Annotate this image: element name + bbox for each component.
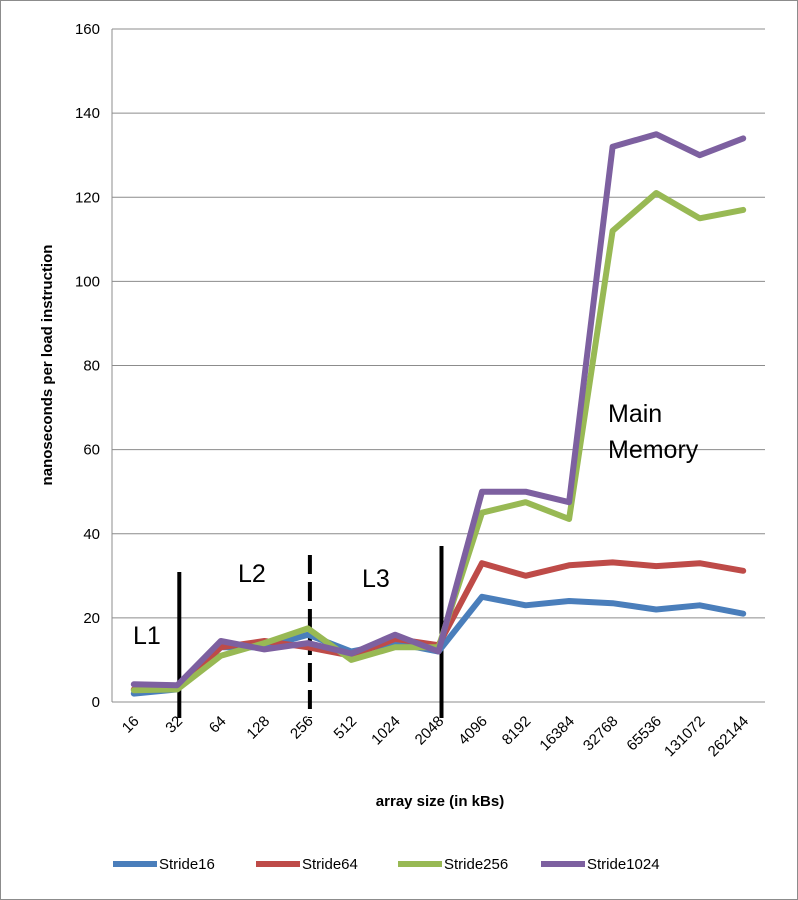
series-lines (130, 131, 747, 697)
y-tick-label: 140 (75, 105, 100, 122)
series-line-stride64 (130, 559, 747, 693)
legend-label: Stride16 (159, 856, 215, 873)
x-tick-label: 8192 (499, 713, 535, 749)
region-label-main: Main (608, 400, 662, 428)
x-tick-label: 131072 (661, 713, 708, 760)
y-tick-label: 120 (75, 189, 100, 206)
x-tick-label: 2048 (412, 713, 448, 749)
x-tick-label: 64 (206, 713, 230, 737)
y-tick-label: 100 (75, 273, 100, 290)
x-tick-label: 262144 (705, 713, 752, 760)
y-tick-label: 40 (83, 526, 100, 543)
series-line-stride1024 (130, 131, 747, 689)
x-tick-label: 16384 (536, 713, 578, 755)
legend-label: Stride64 (302, 856, 358, 873)
legend: Stride16 Stride64 Stride256 Stride1024 (113, 856, 660, 873)
region-annotations: L1 L2 L3 Main Memory (133, 400, 699, 650)
y-axis-title: nanoseconds per load instruction (39, 245, 56, 486)
y-tick-label: 20 (83, 610, 100, 627)
region-label-l2: L2 (238, 560, 266, 588)
legend-label: Stride256 (444, 856, 508, 873)
x-tick-label: 32 (162, 713, 186, 737)
x-tick-label: 65536 (623, 713, 665, 755)
y-tick-label: 0 (92, 694, 100, 711)
x-tick-label: 128 (243, 713, 273, 743)
x-tick-label: 32768 (580, 713, 622, 755)
y-tick-label: 80 (83, 358, 100, 375)
y-tick-label: 160 (75, 21, 100, 38)
y-tick-label: 60 (83, 442, 100, 459)
x-tick-label: 512 (331, 713, 361, 743)
region-label-memory: Memory (608, 436, 699, 464)
legend-label: Stride1024 (587, 856, 660, 873)
x-tick-label: 16 (119, 713, 143, 737)
axes (111, 29, 765, 703)
x-tick-label: 1024 (368, 713, 404, 749)
x-axis-title: array size (in kBs) (376, 793, 504, 810)
x-tick-label: 4096 (455, 713, 491, 749)
x-tick-label: 256 (287, 713, 317, 743)
region-label-l3: L3 (362, 565, 390, 593)
region-label-l1: L1 (133, 622, 161, 650)
gridlines (112, 28, 765, 619)
